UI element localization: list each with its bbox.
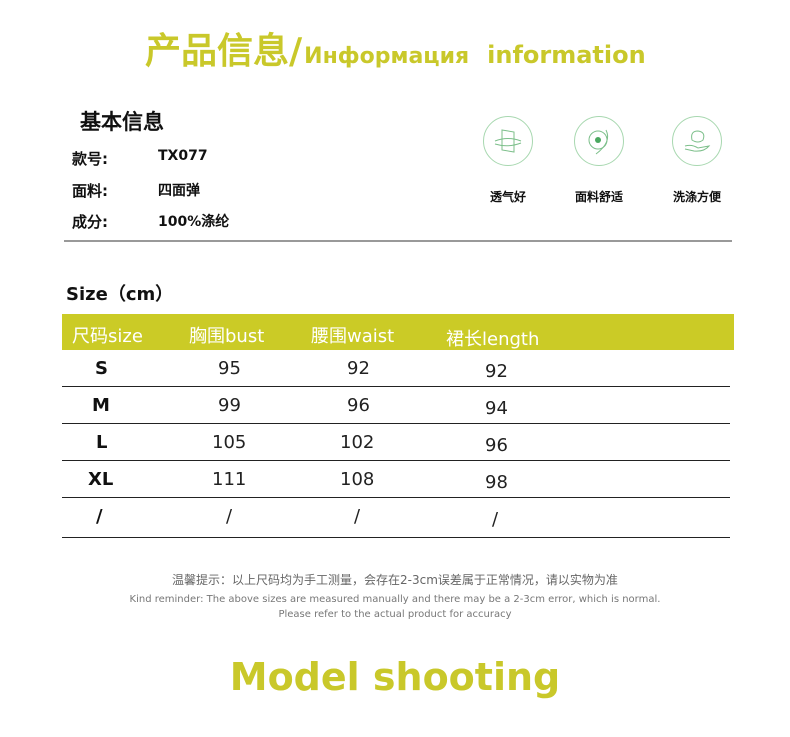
cell-waist: 92 [347,358,370,379]
feature-easy-wash: 洗涤方便 [662,116,732,205]
reminder-en-2: Please refer to the actual product for a… [278,609,512,620]
feature-comfortable: 面料舒适 [564,116,634,205]
cell-size: L [96,432,108,453]
feature-label: 面料舒适 [574,190,623,204]
cell-length: 94 [485,398,508,419]
feature-breathable: 透气好 [473,116,543,205]
field-value: 100%涤纶 [158,214,230,230]
cell-length: 98 [485,472,508,493]
table-row: S 95 92 92 [62,350,730,387]
column-waist: 腰围waist [311,326,395,347]
table-row: L 105 102 96 [62,424,730,461]
cell-bust: 99 [218,395,241,416]
cell-length: 92 [485,361,508,382]
cell-length: 96 [485,435,508,456]
size-table-header: 尺码size 胸围bust 腰围waist 裙长length [62,314,734,350]
cell-size: XL [88,469,114,490]
reminder-zh: 温馨提示：以上尺码均为手工测量，会存在2-3cm误差属于正常情况，请以实物为准 [172,573,618,587]
cell-bust: / [226,506,233,527]
cell-bust: 105 [212,432,247,453]
column-size: 尺码size [72,326,143,347]
cell-waist: / [354,506,361,527]
feature-label: 洗涤方便 [672,190,721,204]
column-length: 裙长length [446,329,540,350]
cell-size: M [92,395,110,416]
model-shooting-heading: Model shooting [229,655,561,699]
breathable-icon [483,116,533,166]
cell-waist: 108 [340,469,375,490]
cell-length: / [492,509,499,530]
table-row: / / / / [62,498,730,538]
field-style-no: 款号: TX077 [72,148,208,169]
title-ru: Информация [304,44,470,69]
divider [64,240,732,242]
field-label: 面料: [72,182,108,200]
field-composition: 成分: 100%涤纶 [72,211,229,232]
column-bust: 胸围bust [189,326,265,347]
easy-wash-icon [672,116,722,166]
field-fabric: 面料: 四面弹 [72,180,200,201]
cell-bust: 111 [212,469,247,490]
cell-size: / [96,506,103,527]
field-label: 款号: [72,150,108,168]
cell-bust: 95 [218,358,241,379]
title-en: information [487,41,646,69]
field-value: TX077 [158,148,208,164]
field-value: 四面弹 [158,183,200,199]
table-row: XL 111 108 98 [62,461,730,498]
field-label: 成分: [72,213,108,231]
reminder-en: Kind reminder: The above sizes are measu… [129,594,661,605]
comfortable-fabric-icon [574,116,624,166]
cell-waist: 102 [340,432,375,453]
page-title: 产品信息/Информация information [145,22,646,74]
cell-size: S [95,358,108,379]
feature-label: 透气好 [489,190,526,204]
title-zh: 产品信息/ [145,31,303,72]
basic-info-heading: 基本信息 [80,110,164,134]
cell-waist: 96 [347,395,370,416]
table-row: M 99 96 94 [62,387,730,424]
size-heading: Size（cm） [66,284,174,305]
